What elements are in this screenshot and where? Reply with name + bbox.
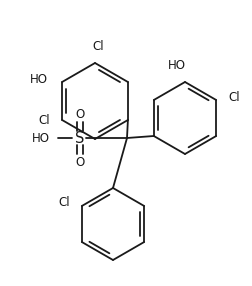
Text: HO: HO <box>32 132 50 144</box>
Text: O: O <box>75 156 84 168</box>
Text: O: O <box>75 108 84 120</box>
Text: HO: HO <box>167 59 185 72</box>
Text: Cl: Cl <box>227 90 239 104</box>
Text: S: S <box>75 130 84 146</box>
Text: Cl: Cl <box>92 40 103 53</box>
Text: HO: HO <box>30 72 48 86</box>
Text: Cl: Cl <box>58 196 70 208</box>
Text: Cl: Cl <box>38 114 50 126</box>
